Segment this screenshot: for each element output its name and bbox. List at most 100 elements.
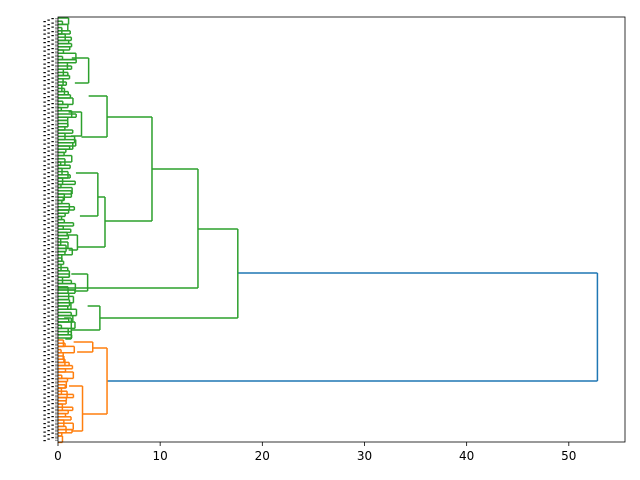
leaf-label: ▬ (51, 80, 54, 84)
leaf-label: ▬ (43, 273, 46, 277)
leaf-label: ▬ (47, 90, 50, 94)
leaf-label: ▬ (47, 27, 50, 31)
leaf-label: ▬ (47, 272, 50, 276)
leaf-label: ▬ (43, 375, 46, 379)
leaf-label: ▬ (47, 149, 50, 153)
leaf-label: ▬ (51, 283, 54, 287)
leaf-label: ▬ (51, 232, 54, 236)
x-tick-label: 10 (153, 449, 168, 463)
x-axis-ticks: 0 10 20 30 40 50 (54, 442, 576, 463)
leaf-label: ▬ (51, 245, 54, 249)
leaf-label: ▬ (43, 172, 46, 176)
leaf-label: ▬ (47, 179, 50, 183)
leaf-label: ▬ (43, 320, 46, 324)
leaf-label: ▬ (43, 333, 46, 337)
leaf-label: ▬ (51, 249, 54, 253)
leaf-label: ▬ (43, 100, 46, 104)
leaf-label: ▬ (51, 216, 54, 220)
leaf-label: ▬ (47, 424, 50, 428)
leaf-label: ▬ (43, 32, 46, 36)
leaf-label: ▬ (51, 25, 54, 29)
leaf-label: ▬ (51, 190, 54, 194)
leaf-label: ▬ (51, 67, 54, 71)
leaf-label: ▬ (47, 43, 50, 47)
leaf-label: ▬ (51, 38, 54, 42)
leaf-label: ▬ (51, 368, 54, 372)
leaf-label: ▬ (43, 371, 46, 375)
leaf-label: ▬ (51, 207, 54, 211)
leaf-label: ▬ (43, 201, 46, 205)
leaf-label: ▬ (51, 419, 54, 423)
leaf-label: ▬ (51, 110, 54, 114)
leaf-label: ▬ (43, 286, 46, 290)
leaf-label: ▬ (43, 214, 46, 218)
leaf-label: ▬ (51, 173, 54, 177)
leaf-label: ▬ (51, 262, 54, 266)
leaf-label: ▬ (51, 139, 54, 143)
leaf-label: ▬ (43, 379, 46, 383)
leaf-label: ▬ (43, 28, 46, 32)
leaf-label: ▬ (43, 108, 46, 112)
leaf-label: ▬ (51, 427, 54, 431)
leaf-label: ▬ (47, 103, 50, 107)
leaf-label: ▬ (51, 393, 54, 397)
leaf-label: ▬ (43, 426, 46, 430)
leaf-label: ▬ (51, 46, 54, 50)
leaf-label: ▬ (47, 289, 50, 293)
leaf-label: ▬ (51, 203, 54, 207)
leaf-label: ▬ (47, 124, 50, 128)
leaf-label: ▬ (51, 177, 54, 181)
leaf-label: ▬ (47, 31, 50, 35)
leaf-label: ▬ (43, 383, 46, 387)
leaf-labels: ▬▬▬ ▬▬▬ ▬▬▬ ▬▬▬ ▬▬▬ ▬▬▬ ▬▬▬ ▬▬▬ ▬▬▬ ▬▬▬ ▬▬▬ ▬▬▬ ▬▬▬ ▬… (43, 17, 58, 442)
leaf-label: ▬ (43, 239, 46, 243)
leaf-label: ▬ (51, 156, 54, 160)
leaf-label: ▬ (43, 96, 46, 100)
leaf-label: ▬ (47, 200, 50, 204)
leaf-label: ▬ (51, 101, 54, 105)
leaf-label: ▬ (51, 347, 54, 351)
plot-frame (57, 16, 626, 443)
leaf-label: ▬ (51, 304, 54, 308)
leaf-label: ▬ (43, 269, 46, 273)
leaf-label: ▬ (43, 24, 46, 28)
leaf-label: ▬ (51, 258, 54, 262)
leaf-label: ▬ (47, 192, 50, 196)
leaf-label: ▬ (47, 437, 50, 441)
leaf-label: ▬ (51, 431, 54, 435)
leaf-label: ▬ (47, 285, 50, 289)
leaf-label: ▬ (51, 182, 54, 186)
leaf-label: ▬ (43, 184, 46, 188)
leaf-label: ▬ (47, 293, 50, 297)
leaf-label: ▬ (51, 330, 54, 334)
leaf-label: ▬ (51, 72, 54, 76)
leaf-label: ▬ (43, 328, 46, 332)
leaf-label: ▬ (51, 296, 54, 300)
leaf-label: ▬ (51, 385, 54, 389)
leaf-label: ▬ (47, 323, 50, 327)
leaf-label: ▬ (43, 235, 46, 239)
leaf-label: ▬ (51, 84, 54, 88)
leaf-label: ▬ (47, 352, 50, 356)
leaf-label: ▬ (51, 199, 54, 203)
leaf-label: ▬ (47, 162, 50, 166)
leaf-label: ▬ (43, 316, 46, 320)
leaf-label: ▬ (51, 17, 54, 21)
leaf-label: ▬ (47, 412, 50, 416)
leaf-label: ▬ (43, 366, 46, 370)
leaf-label: ▬ (51, 351, 54, 355)
leaf-label: ▬ (43, 434, 46, 438)
leaf-label: ▬ (47, 120, 50, 124)
leaf-label: ▬ (47, 56, 50, 60)
leaf-label: ▬ (47, 378, 50, 382)
leaf-label: ▬ (51, 97, 54, 101)
leaf-label: ▬ (47, 234, 50, 238)
dendrogram-links (58, 17, 599, 444)
leaf-label: ▬ (47, 166, 50, 170)
leaf-label: ▬ (43, 91, 46, 95)
leaf-label: ▬ (43, 36, 46, 40)
leaf-label: ▬ (47, 407, 50, 411)
leaf-label: ▬ (51, 423, 54, 427)
leaf-label: ▬ (47, 327, 50, 331)
leaf-label: ▬ (47, 35, 50, 39)
